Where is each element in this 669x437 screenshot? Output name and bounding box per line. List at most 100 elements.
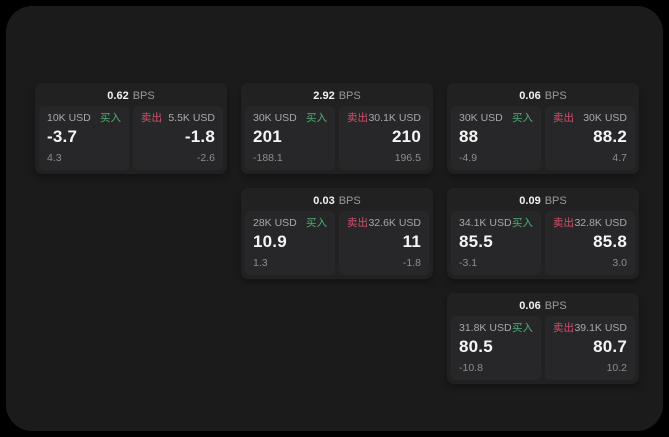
sell-size: 32.8K USD: [574, 217, 627, 229]
sell-delta: 196.5: [394, 152, 421, 164]
sell-price: 80.7: [593, 337, 627, 356]
buy-label: 买入: [306, 112, 327, 124]
sell-panel-top: 卖出 39.1K USD: [553, 322, 627, 335]
spread-unit: BPS: [544, 300, 567, 312]
sell-label: 卖出: [347, 112, 368, 124]
buy-size: 30K USD: [459, 112, 503, 124]
quote-panels: 10K USD 买入 -3.7 4.3 卖出 5.5K USD -1.8 -2.…: [39, 106, 223, 170]
sell-label: 卖出: [141, 112, 162, 124]
app-window: 0.62 BPS 10K USD 买入 -3.7 4.3 卖出 5.5K USD…: [6, 6, 663, 431]
quote-card: 0.03 BPS 28K USD 买入 10.9 1.3 卖出 32.6K US…: [241, 188, 433, 279]
quote-panels: 28K USD 买入 10.9 1.3 卖出 32.6K USD 11 -1.8: [245, 211, 429, 275]
sell-panel[interactable]: 卖出 30K USD 88.2 4.7: [545, 106, 635, 170]
sell-label: 卖出: [553, 322, 574, 334]
buy-panel[interactable]: 31.8K USD 买入 80.5 -10.8: [451, 316, 541, 380]
sell-price: 85.8: [593, 232, 627, 251]
sell-label: 卖出: [347, 217, 368, 229]
buy-label: 买入: [512, 112, 533, 124]
buy-delta: -10.8: [459, 362, 483, 374]
quote-card: 0.06 BPS 31.8K USD 买入 80.5 -10.8 卖出 39.1…: [447, 293, 639, 384]
buy-panel-top: 34.1K USD 买入: [459, 217, 533, 230]
spread-unit: BPS: [544, 90, 567, 102]
buy-panel-top: 30K USD 买入: [253, 112, 327, 125]
quote-card: 0.62 BPS 10K USD 买入 -3.7 4.3 卖出 5.5K USD…: [35, 83, 227, 174]
spread-header: 0.09 BPS: [451, 192, 635, 211]
spread-unit: BPS: [544, 195, 567, 207]
quote-card: 0.06 BPS 30K USD 买入 88 -4.9 卖出 30K USD 8…: [447, 83, 639, 174]
sell-panel[interactable]: 卖出 30.1K USD 210 196.5: [339, 106, 429, 170]
spread-header: 0.06 BPS: [451, 297, 635, 316]
sell-size: 5.5K USD: [168, 112, 215, 124]
spread-value: 0.09: [519, 195, 541, 207]
sell-price: 210: [392, 127, 421, 146]
quote-panels: 30K USD 买入 201 -188.1 卖出 30.1K USD 210 1…: [245, 106, 429, 170]
buy-panel[interactable]: 30K USD 买入 88 -4.9: [451, 106, 541, 170]
buy-price: 10.9: [253, 232, 287, 251]
spread-unit: BPS: [132, 90, 155, 102]
spread-value: 0.06: [519, 300, 541, 312]
buy-panel[interactable]: 30K USD 买入 201 -188.1: [245, 106, 335, 170]
buy-panel-top: 10K USD 买入: [47, 112, 121, 125]
sell-delta: 4.7: [612, 152, 627, 164]
sell-price: -1.8: [184, 127, 215, 146]
buy-price: 201: [253, 127, 282, 146]
buy-delta: -188.1: [253, 152, 283, 164]
sell-price: 88.2: [593, 127, 627, 146]
sell-price: 11: [402, 232, 421, 251]
buy-panel[interactable]: 10K USD 买入 -3.7 4.3: [39, 106, 129, 170]
quote-grid: 0.62 BPS 10K USD 买入 -3.7 4.3 卖出 5.5K USD…: [35, 83, 639, 384]
spread-header: 0.06 BPS: [451, 87, 635, 106]
buy-size: 10K USD: [47, 112, 91, 124]
sell-size: 39.1K USD: [574, 322, 627, 334]
spread-header: 0.03 BPS: [245, 192, 429, 211]
buy-panel-top: 30K USD 买入: [459, 112, 533, 125]
spread-value: 0.06: [519, 90, 541, 102]
buy-delta: 1.3: [253, 257, 268, 269]
sell-panel[interactable]: 卖出 32.8K USD 85.8 3.0: [545, 211, 635, 275]
sell-label: 卖出: [553, 112, 574, 124]
spread-header: 0.62 BPS: [39, 87, 223, 106]
buy-panel-top: 31.8K USD 买入: [459, 322, 533, 335]
spread-header: 2.92 BPS: [245, 87, 429, 106]
sell-size: 30.1K USD: [368, 112, 421, 124]
sell-label: 卖出: [553, 217, 574, 229]
buy-size: 30K USD: [253, 112, 297, 124]
buy-delta: -3.1: [459, 257, 478, 269]
buy-price: 85.5: [459, 232, 493, 251]
buy-panel[interactable]: 34.1K USD 买入 85.5 -3.1: [451, 211, 541, 275]
sell-size: 32.6K USD: [368, 217, 421, 229]
buy-price: 80.5: [459, 337, 493, 356]
spread-value: 0.62: [107, 90, 129, 102]
buy-price: 88: [459, 127, 479, 146]
sell-panel[interactable]: 卖出 32.6K USD 11 -1.8: [339, 211, 429, 275]
quote-panels: 34.1K USD 买入 85.5 -3.1 卖出 32.8K USD 85.8…: [451, 211, 635, 275]
sell-delta: -1.8: [402, 257, 421, 269]
sell-panel-top: 卖出 32.8K USD: [553, 217, 627, 230]
sell-size: 30K USD: [583, 112, 627, 124]
sell-panel-top: 卖出 30K USD: [553, 112, 627, 125]
buy-delta: 4.3: [47, 152, 62, 164]
sell-panel-top: 卖出 30.1K USD: [347, 112, 421, 125]
spread-unit: BPS: [338, 90, 361, 102]
buy-panel-top: 28K USD 买入: [253, 217, 327, 230]
buy-size: 31.8K USD: [459, 322, 512, 334]
buy-size: 28K USD: [253, 217, 297, 229]
sell-panel-top: 卖出 5.5K USD: [141, 112, 215, 125]
quote-card: 0.09 BPS 34.1K USD 买入 85.5 -3.1 卖出 32.8K…: [447, 188, 639, 279]
buy-label: 买入: [306, 217, 327, 229]
sell-panel[interactable]: 卖出 5.5K USD -1.8 -2.6: [133, 106, 223, 170]
buy-label: 买入: [512, 322, 533, 334]
sell-panel-top: 卖出 32.6K USD: [347, 217, 421, 230]
buy-label: 买入: [100, 112, 121, 124]
sell-delta: 10.2: [606, 362, 627, 374]
buy-price: -3.7: [47, 127, 78, 146]
quote-panels: 31.8K USD 买入 80.5 -10.8 卖出 39.1K USD 80.…: [451, 316, 635, 380]
buy-delta: -4.9: [459, 152, 478, 164]
sell-delta: -2.6: [196, 152, 215, 164]
spread-value: 2.92: [313, 90, 335, 102]
spread-unit: BPS: [338, 195, 361, 207]
sell-panel[interactable]: 卖出 39.1K USD 80.7 10.2: [545, 316, 635, 380]
buy-panel[interactable]: 28K USD 买入 10.9 1.3: [245, 211, 335, 275]
buy-label: 买入: [512, 217, 533, 229]
sell-delta: 3.0: [612, 257, 627, 269]
